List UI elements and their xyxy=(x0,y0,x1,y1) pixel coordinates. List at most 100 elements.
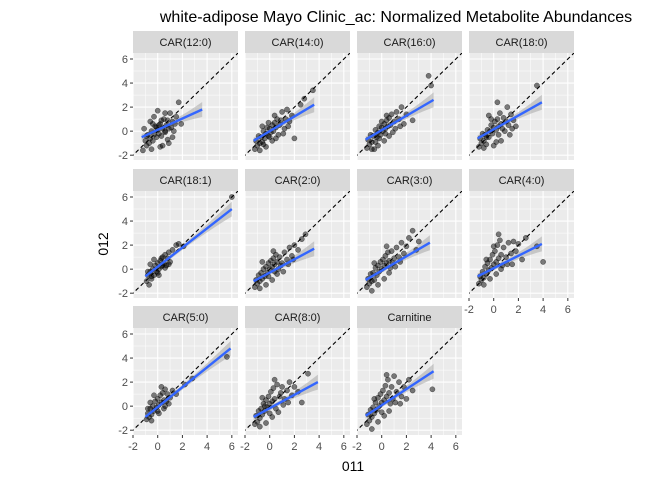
data-point xyxy=(141,125,147,132)
identity-reference-line xyxy=(357,328,462,431)
facet-strip-label: CAR(12:0) xyxy=(160,37,212,49)
data-point xyxy=(499,125,506,132)
data-point xyxy=(506,131,513,138)
data-point xyxy=(368,146,375,153)
x-tick-label: -2 xyxy=(128,441,138,453)
facet-strip xyxy=(133,306,238,328)
data-point xyxy=(148,146,155,153)
data-point xyxy=(393,109,400,115)
data-point xyxy=(494,99,501,106)
data-point xyxy=(298,399,305,406)
data-point xyxy=(164,117,171,124)
facet-strip-label: CAR(3:0) xyxy=(387,175,433,187)
data-point xyxy=(276,254,283,260)
data-point xyxy=(291,135,298,142)
data-point xyxy=(291,384,298,390)
data-point xyxy=(391,373,397,379)
data-point xyxy=(383,112,390,119)
facet-strip xyxy=(357,169,462,191)
data-point xyxy=(540,259,546,265)
data-point xyxy=(259,259,266,265)
data-point xyxy=(406,376,412,383)
data-point xyxy=(490,142,497,149)
data-point xyxy=(534,82,540,89)
data-point xyxy=(376,135,383,142)
data-point xyxy=(393,244,400,251)
data-point xyxy=(149,137,156,144)
data-point xyxy=(396,379,402,385)
panel-plot-area xyxy=(245,328,350,431)
data-point xyxy=(147,261,154,268)
data-point xyxy=(285,123,292,130)
data-point xyxy=(259,123,266,130)
data-point xyxy=(164,136,171,143)
x-tick-label: 4 xyxy=(428,441,434,453)
data-point xyxy=(271,376,278,383)
identity-reference-line xyxy=(133,328,238,431)
data-point xyxy=(381,137,388,144)
y-tick-label: 4 xyxy=(122,353,128,365)
facet-panel: CAR(4:0) -2 0 2 4 6 xyxy=(464,169,574,316)
panel-plot-area xyxy=(357,53,462,156)
data-point xyxy=(497,110,503,116)
facet-strip xyxy=(245,306,350,328)
data-point xyxy=(375,418,381,425)
x-tick-label: 0 xyxy=(267,441,273,453)
panel-plot-area xyxy=(133,328,238,431)
data-point xyxy=(505,239,512,246)
facet-strip-label: CAR(8:0) xyxy=(275,312,321,324)
data-point xyxy=(509,125,516,132)
x-tick-label: 6 xyxy=(453,441,459,453)
panel-plot-area xyxy=(469,53,574,156)
data-point xyxy=(508,111,514,118)
panel-plot-area xyxy=(357,191,462,294)
facet-strip-label: CAR(2:0) xyxy=(275,175,321,187)
regression-fit-line xyxy=(144,347,232,418)
identity-reference-line xyxy=(245,191,350,294)
data-point xyxy=(428,82,434,89)
data-point xyxy=(162,110,168,116)
data-point xyxy=(386,269,392,276)
data-point xyxy=(302,231,309,238)
facet-strip xyxy=(357,306,462,328)
data-point xyxy=(385,376,391,383)
chart-title: white-adipose Mayo Clinic_ac: Normalized… xyxy=(159,9,632,26)
data-point xyxy=(158,117,165,124)
data-point xyxy=(383,243,390,250)
data-point xyxy=(273,135,279,142)
facet-panel: CAR(2:0) xyxy=(244,169,350,298)
data-point xyxy=(493,271,500,277)
data-point xyxy=(158,133,165,139)
data-point xyxy=(158,255,165,262)
data-point xyxy=(167,110,173,116)
facet-panel: CAR(18:1) -2 0 2 4 6 xyxy=(118,169,238,300)
data-point xyxy=(383,372,390,378)
data-point xyxy=(508,250,514,257)
data-point xyxy=(415,238,422,245)
data-point xyxy=(285,399,292,406)
data-point xyxy=(495,131,502,138)
data-point xyxy=(147,118,154,125)
data-point xyxy=(368,287,375,294)
data-point xyxy=(286,244,293,251)
facet-strip-label: CAR(14:0) xyxy=(272,37,324,49)
data-point xyxy=(510,238,517,245)
x-tick-label: 0 xyxy=(155,441,161,453)
data-point xyxy=(269,277,276,283)
data-point xyxy=(266,410,273,417)
x-tick-label: 2 xyxy=(403,441,409,453)
data-point xyxy=(263,420,269,426)
data-point xyxy=(151,256,157,263)
regression-fit-line xyxy=(144,208,233,278)
data-point xyxy=(270,385,277,391)
data-point xyxy=(495,231,502,238)
x-tick-label: -2 xyxy=(240,441,250,453)
x-axis-title: 011 xyxy=(342,458,365,474)
panel-plot-area xyxy=(133,191,238,294)
data-point xyxy=(513,248,519,254)
facet-strip-label: CAR(18:1) xyxy=(160,175,212,187)
data-point xyxy=(162,128,168,134)
data-point xyxy=(280,402,287,408)
regression-fit-line xyxy=(253,103,315,142)
data-point xyxy=(256,285,263,292)
